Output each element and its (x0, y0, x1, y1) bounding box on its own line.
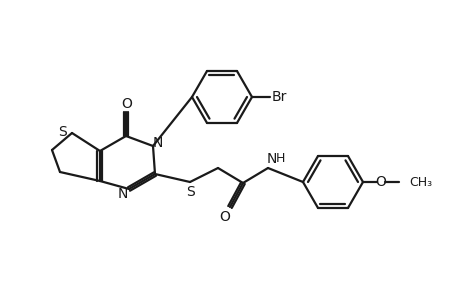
Text: N: N (118, 187, 128, 201)
Text: S: S (186, 185, 195, 199)
Text: O: O (219, 210, 230, 224)
Text: O: O (375, 175, 386, 189)
Text: N: N (152, 136, 163, 150)
Text: Br: Br (271, 90, 286, 104)
Text: CH₃: CH₃ (408, 176, 431, 188)
Text: O: O (121, 97, 132, 111)
Text: N: N (266, 152, 277, 166)
Text: S: S (58, 125, 67, 139)
Text: H: H (275, 152, 284, 166)
